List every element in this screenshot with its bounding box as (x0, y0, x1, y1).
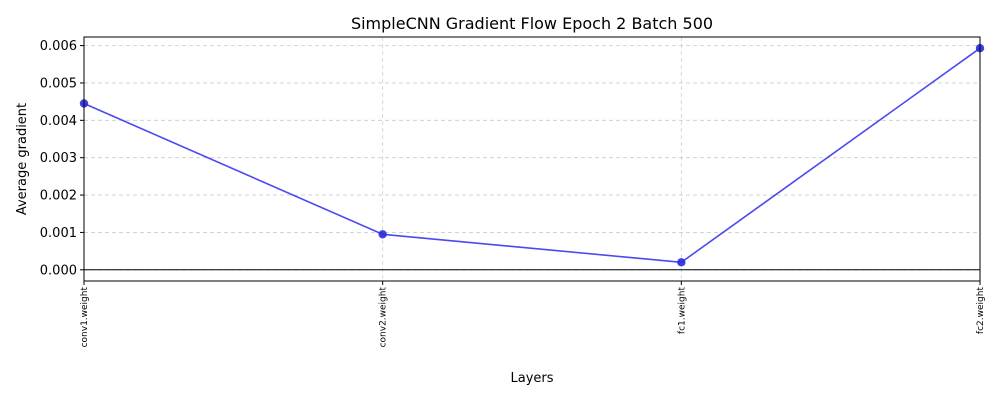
x-tick-label: fc2.weight (976, 287, 986, 335)
grid (83, 37, 981, 281)
plot-frame (83, 36, 981, 282)
chart-title: SimpleCNN Gradient Flow Epoch 2 Batch 50… (351, 14, 713, 33)
y-tick-label: 0.006 (40, 39, 77, 54)
x-tick-label: conv2.weight (379, 287, 389, 348)
y-tick-label: 0.000 (40, 263, 77, 278)
y-tick-label: 0.003 (40, 151, 77, 166)
data-point (378, 230, 387, 239)
x-ticks: conv1.weight conv2.weight fc1.weight fc2.we… (80, 281, 986, 347)
y-tick-label: 0.005 (40, 76, 77, 91)
series-line (83, 47, 981, 264)
y-axis-label: Average gradient (15, 103, 30, 215)
data-point (677, 258, 686, 267)
x-tick-label: fc1.weight (677, 287, 687, 335)
x-tick-label: conv1.weight (80, 287, 90, 348)
x-axis-label: Layers (510, 371, 553, 386)
y-tick-label: 0.004 (40, 114, 77, 129)
y-ticks: 0.000 0.001 0.002 0.003 0.004 0.005 0.006 (40, 39, 84, 278)
y-tick-label: 0.001 (40, 226, 77, 241)
y-tick-label: 0.002 (40, 189, 77, 204)
series-group (79, 44, 985, 267)
